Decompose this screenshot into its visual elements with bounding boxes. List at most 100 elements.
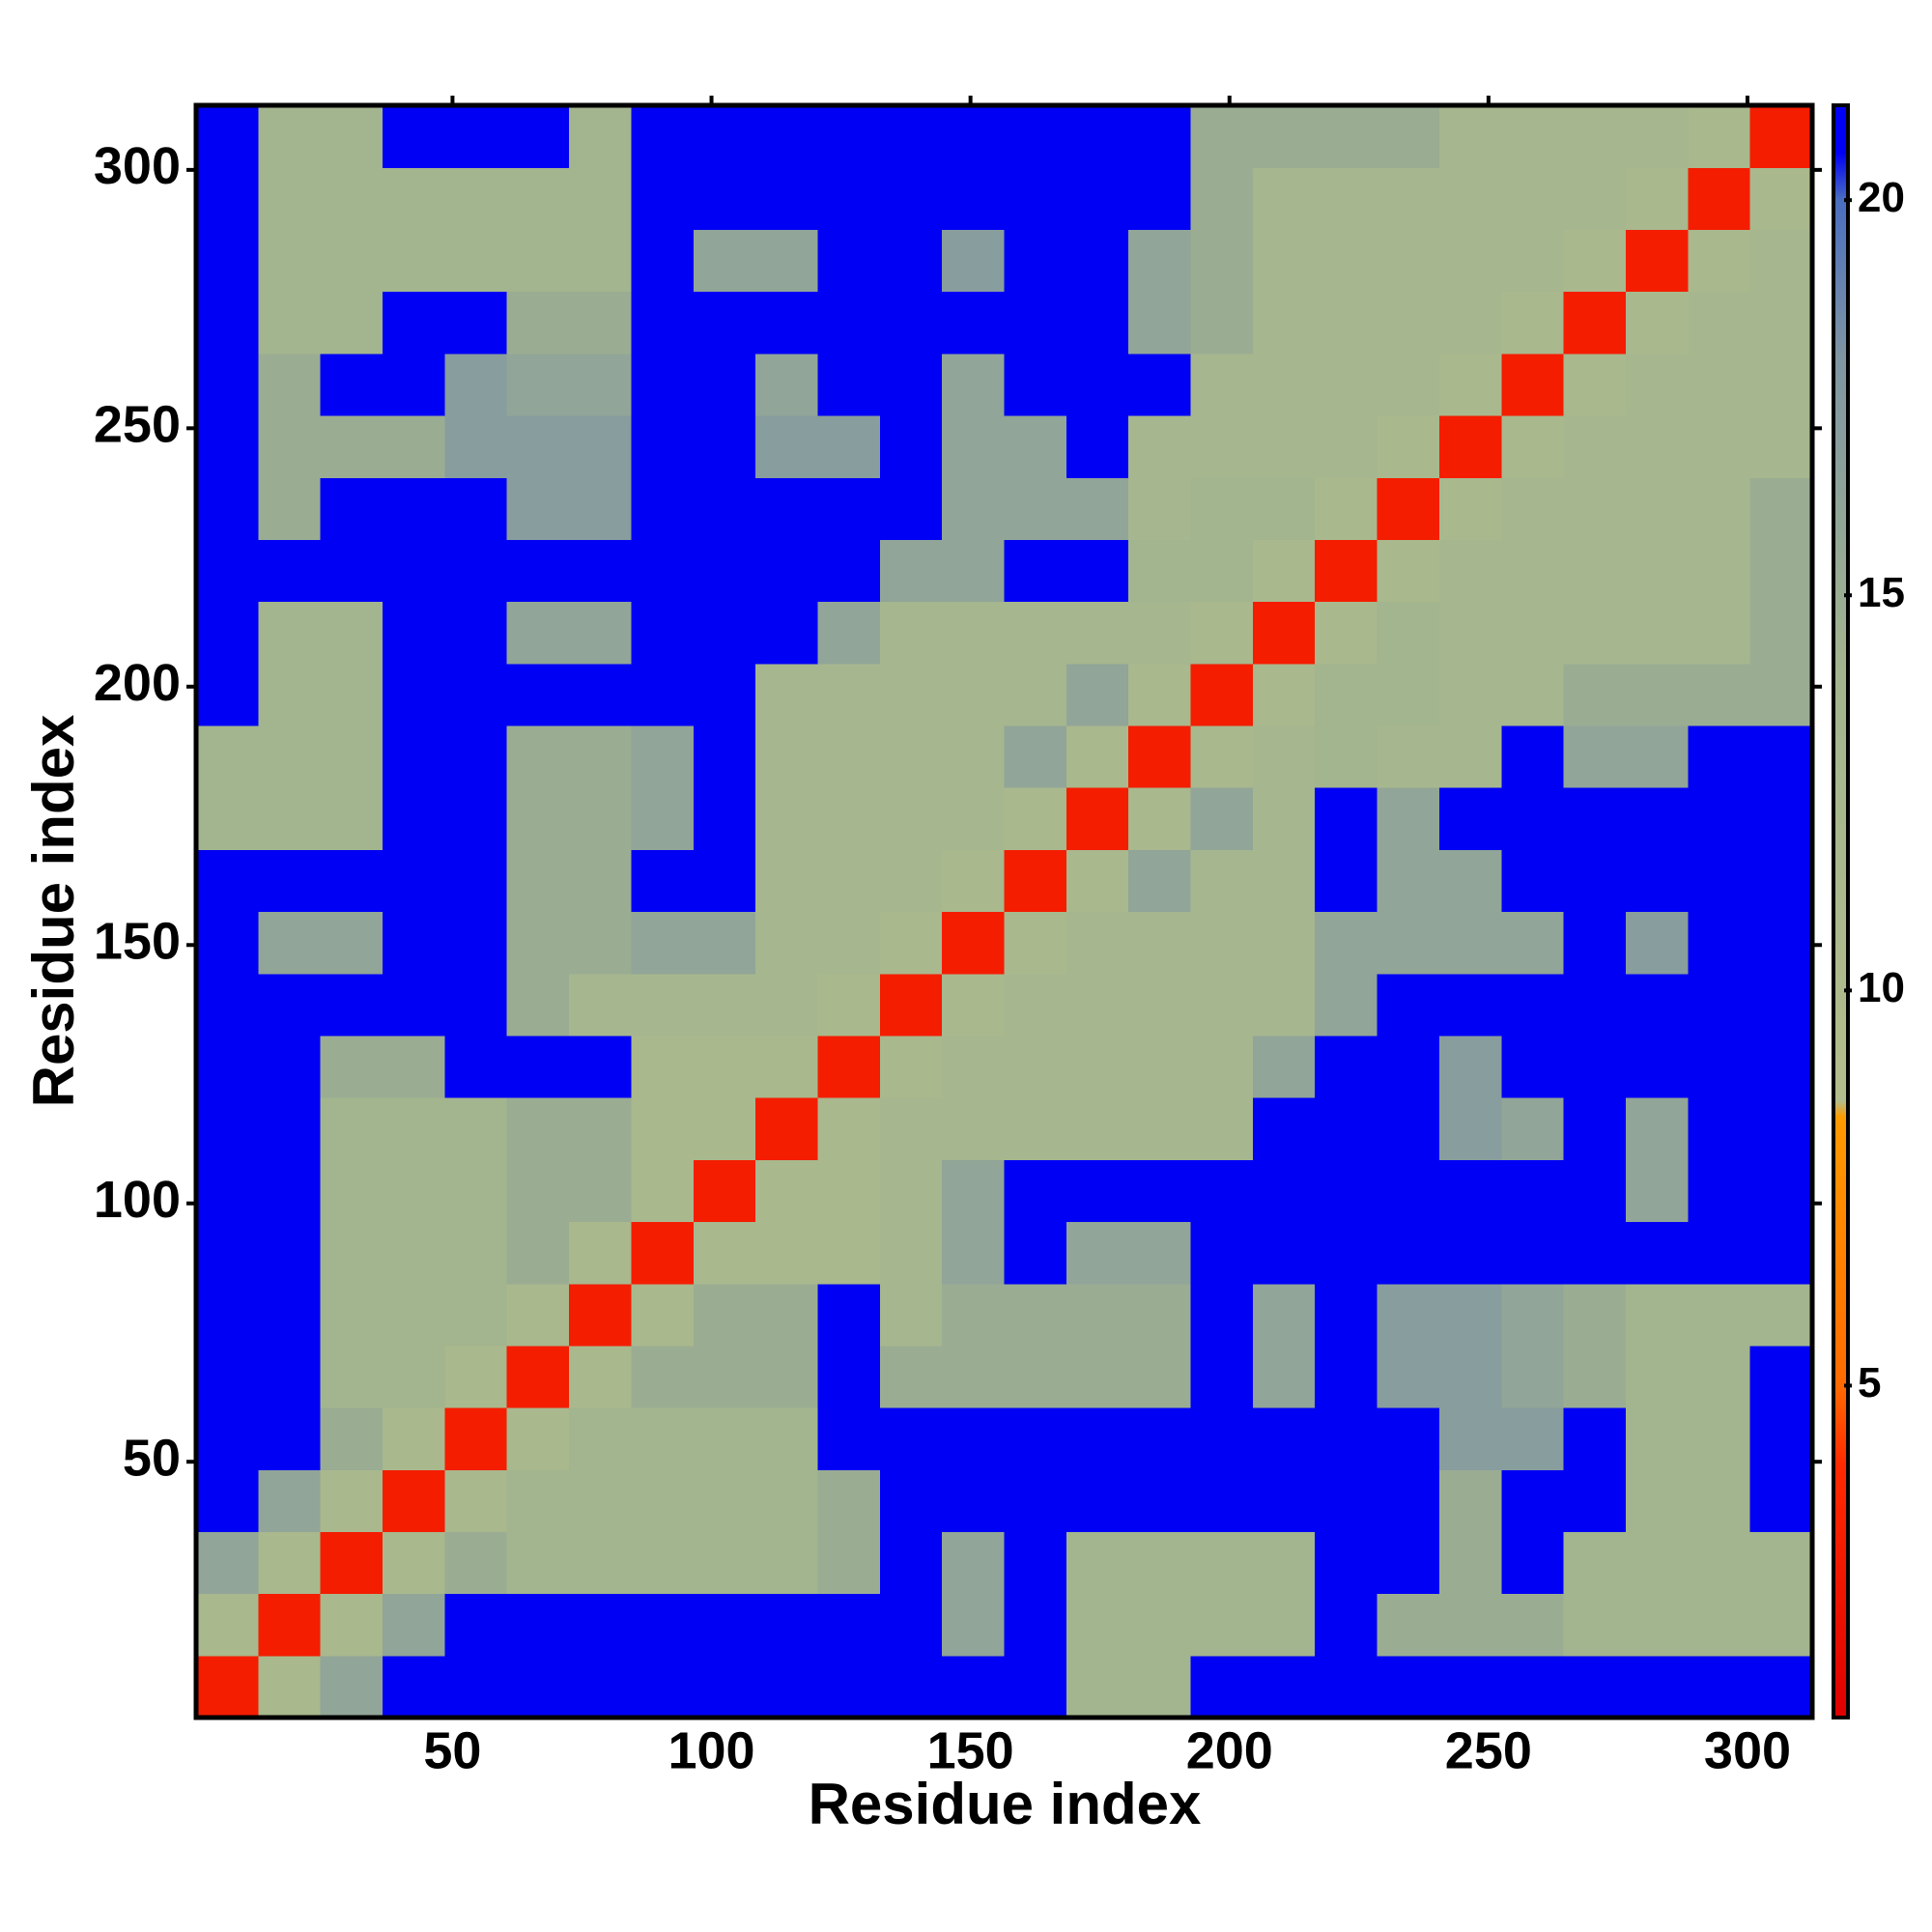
heatmap-cell [258,1097,322,1160]
heatmap-cell [1252,1531,1316,1595]
heatmap-cell [258,663,322,726]
heatmap-cell [1688,291,1751,355]
heatmap-cell [1688,353,1751,416]
heatmap-cell [1377,1593,1440,1657]
heatmap-cell [942,477,1006,540]
heatmap-cell [1252,1655,1316,1719]
heatmap-cell [1190,1283,1254,1347]
heatmap-cell [631,1655,695,1719]
heatmap-cell [1501,849,1565,913]
heatmap-cell [1377,1407,1440,1470]
heatmap-cell [383,1159,445,1223]
heatmap-cell [942,601,1006,665]
heatmap-cell [1625,1469,1689,1533]
heatmap-cell [942,1469,1006,1533]
heatmap-cell [506,1345,570,1408]
heatmap-cell [1749,1531,1813,1595]
heatmap-cell [1004,167,1067,230]
heatmap-cell [320,291,384,355]
heatmap-cell [320,1035,384,1098]
heatmap-cell [320,1221,384,1285]
heatmap-cell [506,911,570,975]
heatmap-cell [693,414,756,478]
heatmap-cell [1004,911,1067,975]
colorbar-tick-label: 10 [1858,964,1905,1011]
heatmap-cell [320,787,384,850]
heatmap-cell [196,1593,259,1657]
heatmap-cell [1625,601,1689,665]
heatmap-cell [879,601,943,665]
heatmap-cell [569,1221,633,1285]
heatmap-cell [1065,663,1129,726]
heatmap-cell [1749,724,1813,788]
heatmap-cell [196,849,259,913]
heatmap-cell [942,167,1006,230]
heatmap-cell [817,414,881,478]
heatmap-cell [1688,601,1751,665]
heatmap-cell [1065,291,1129,355]
heatmap-cell [1065,539,1129,603]
heatmap-cell [506,477,570,540]
heatmap-cell [693,167,756,230]
heatmap-cell [879,1159,943,1223]
heatmap-cell [383,724,445,788]
heatmap-cell [1252,724,1316,788]
heatmap-cell [1438,229,1502,293]
heatmap-cell [1625,477,1689,540]
heatmap-cell [1004,229,1067,293]
heatmap-cell [383,105,445,168]
heatmap-cell [196,1097,259,1160]
heatmap-cell [755,539,819,603]
heatmap-cell [879,973,943,1037]
heatmap-cell [444,291,508,355]
heatmap-cell [1315,849,1378,913]
heatmap-cell [569,973,633,1037]
heatmap-cell [1065,1593,1129,1657]
heatmap-cell [631,1531,695,1595]
heatmap-cell [1315,167,1378,230]
heatmap-cell [1190,539,1254,603]
heatmap-cell [320,539,384,603]
heatmap-cell [817,849,881,913]
heatmap-cell [755,724,819,788]
heatmap-cell [320,353,384,416]
heatmap-cell [1190,1469,1254,1533]
heatmap-cell [879,724,943,788]
x-tick-label: 200 [1186,1721,1273,1779]
plot-frame [193,102,1815,1720]
heatmap-cell [506,787,570,850]
heatmap-cell [1749,663,1813,726]
heatmap-cell [1688,1593,1751,1657]
heatmap-cell [1438,849,1502,913]
heatmap-cell [1563,1035,1627,1098]
heatmap-cell [383,1469,445,1533]
heatmap-cell [444,787,508,850]
heatmap-cell [1190,1531,1254,1595]
heatmap-cell [1563,353,1627,416]
heatmap-cell [1252,414,1316,478]
heatmap-cell [383,414,445,478]
heatmap-cell [942,105,1006,168]
heatmap-cell [631,167,695,230]
heatmap-cell [444,1283,508,1347]
heatmap-cell [1377,849,1440,913]
heatmap-cell [258,414,322,478]
heatmap-cell [1438,601,1502,665]
heatmap-cell [196,973,259,1037]
heatmap-cell [817,477,881,540]
heatmap-cell [383,1655,445,1719]
heatmap-cell [1438,1593,1502,1657]
heatmap-cell [1501,1283,1565,1347]
heatmap-cell [383,1035,445,1098]
y-tick-label: 100 [94,1171,181,1229]
heatmap-cell [196,663,259,726]
heatmap-cell [755,1345,819,1408]
heatmap-cell [1501,724,1565,788]
heatmap-cell [1749,105,1813,168]
heatmap-cell [444,477,508,540]
y-tick-label: 50 [123,1429,181,1487]
heatmap-cell [1563,539,1627,603]
heatmap-cell [1438,539,1502,603]
heatmap-cell [383,601,445,665]
heatmap-cell [755,1221,819,1285]
